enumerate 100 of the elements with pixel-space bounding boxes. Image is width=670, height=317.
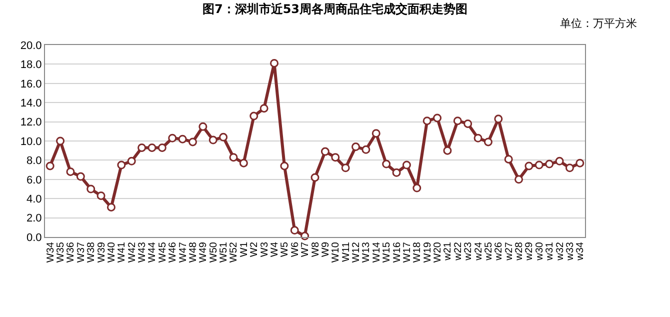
y-tick-label: 0.0 <box>26 232 42 244</box>
x-tick-label: W17 <box>402 242 413 263</box>
x-tick-label: w24 <box>473 242 484 262</box>
y-tick-label: 20.0 <box>20 40 42 52</box>
x-tick-label: W7 <box>300 242 312 257</box>
point <box>392 168 401 177</box>
x-tick-label: W12 <box>351 242 362 263</box>
x-tick-label: w31 <box>544 242 556 262</box>
point <box>320 147 330 156</box>
x-tick-label: W2 <box>249 242 260 257</box>
x-tick-label: W42 <box>126 242 138 263</box>
point <box>219 132 228 142</box>
point <box>484 138 492 146</box>
x-tick-label: w23 <box>463 242 474 262</box>
point <box>453 116 462 126</box>
x-tick-label: w25 <box>483 242 494 262</box>
point <box>76 172 85 181</box>
x-tick-label: W11 <box>340 242 352 262</box>
x-tick-label: W51 <box>218 242 230 263</box>
point <box>331 153 340 162</box>
point <box>198 122 208 131</box>
x-tick-label: W35 <box>56 242 67 263</box>
x-tick-label: W15 <box>382 242 393 263</box>
point <box>96 191 106 200</box>
x-tick-label: W9 <box>320 242 332 257</box>
x-tick-label: w26 <box>494 242 505 262</box>
point <box>382 160 391 168</box>
point <box>117 160 126 170</box>
point <box>464 119 472 128</box>
x-tick-label: W41 <box>116 242 128 263</box>
point <box>443 146 452 155</box>
y-tick-label: 6.0 <box>26 174 42 186</box>
point <box>545 160 554 168</box>
x-tick-label: W38 <box>86 242 98 263</box>
x-tick-label: W16 <box>392 242 403 263</box>
point <box>168 134 177 142</box>
point <box>362 145 370 154</box>
point <box>372 129 380 138</box>
x-tick-label: w30 <box>534 242 546 262</box>
point <box>280 162 289 170</box>
x-tick-label: W13 <box>361 242 372 263</box>
x-tick-label: w22 <box>452 242 464 262</box>
x-tick-label: W39 <box>96 242 108 263</box>
x-tick-label: W49 <box>198 242 210 263</box>
y-tick-label: 18.0 <box>20 59 42 72</box>
point <box>576 158 584 168</box>
point <box>148 143 156 152</box>
x-tick-label: W19 <box>422 242 434 263</box>
point <box>250 112 258 120</box>
x-tick-label: W8 <box>310 242 322 257</box>
point <box>412 184 422 192</box>
x-tick-label: W18 <box>412 242 424 263</box>
x-tick-label: W4 <box>270 242 280 257</box>
point <box>138 143 146 152</box>
point <box>106 202 116 212</box>
x-tick-label: W48 <box>188 242 199 263</box>
point <box>66 167 75 176</box>
x-tick-label: W47 <box>178 242 189 263</box>
x-tick-label: W37 <box>76 242 87 263</box>
chart-title: 图7：深圳市近53周各周商品住宅成交面积走势图 <box>202 2 468 16</box>
x-tick-label: W46 <box>168 242 179 263</box>
point <box>514 175 524 184</box>
x-tick-label: W20 <box>432 242 444 263</box>
point <box>352 142 360 152</box>
y-tick-label: 16.0 <box>20 78 42 90</box>
y-tick-label: 10.0 <box>20 136 42 148</box>
point <box>341 164 350 172</box>
point <box>534 160 544 170</box>
x-tick-label: W10 <box>330 242 342 263</box>
x-tick-label: w29 <box>524 242 536 262</box>
point <box>56 136 65 146</box>
x-tick-label: W34 <box>45 242 56 263</box>
point <box>524 162 534 170</box>
point <box>208 136 218 144</box>
x-tick-label: w33 <box>564 242 576 262</box>
point <box>504 154 513 164</box>
point <box>239 158 248 168</box>
point <box>565 164 574 172</box>
y-tick-label: 8.0 <box>26 155 42 168</box>
point <box>433 114 442 122</box>
point <box>127 156 136 166</box>
y-tick-label: 4.0 <box>26 193 42 206</box>
point <box>422 116 432 126</box>
x-tick-label: W36 <box>66 242 77 263</box>
x-tick-label: W14 <box>371 242 382 263</box>
x-tick-label: W50 <box>208 242 220 263</box>
point <box>188 138 197 146</box>
point <box>270 58 278 68</box>
x-tick-label: W1 <box>238 242 250 257</box>
point <box>494 114 503 124</box>
y-tick-label: 14.0 <box>20 97 42 110</box>
point <box>310 173 320 182</box>
x-tick-label: W5 <box>280 242 291 257</box>
x-tick-label: W52 <box>228 242 240 263</box>
point <box>474 134 482 142</box>
point <box>260 104 268 113</box>
text: 单位：万平方米 <box>560 17 637 30</box>
x-tick-label: W40 <box>106 242 118 263</box>
x-tick-label: W43 <box>137 242 148 263</box>
point <box>178 134 187 144</box>
